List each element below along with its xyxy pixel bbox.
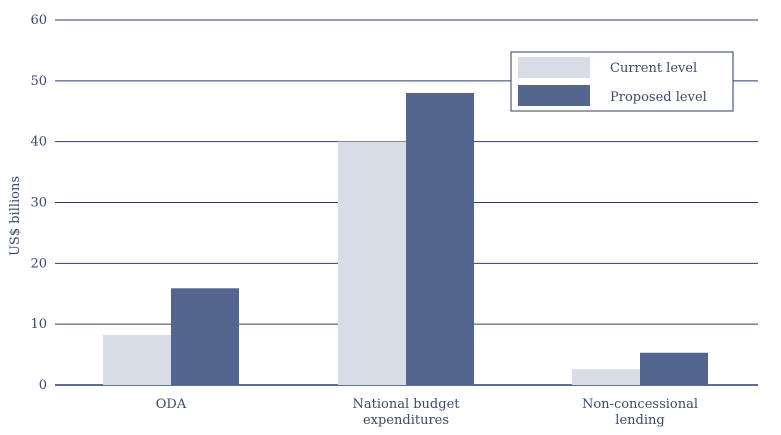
y-tick-label: 40 xyxy=(30,135,47,150)
bar-proposed-2 xyxy=(640,352,708,385)
category-label: National budget xyxy=(352,397,460,412)
y-tick-label: 10 xyxy=(30,317,47,332)
y-tick-labels: 0 10 20 30 40 50 60 xyxy=(30,13,47,393)
bar-current-0 xyxy=(103,335,171,385)
bars xyxy=(103,93,708,385)
y-tick-label: 20 xyxy=(30,256,47,271)
legend: Current level Proposed level xyxy=(510,51,734,112)
category-label: ODA xyxy=(156,397,187,412)
y-tick-label: 50 xyxy=(30,74,47,89)
legend-label-proposed: Proposed level xyxy=(610,90,707,105)
legend-label-current: Current level xyxy=(610,61,697,76)
legend-swatch-current xyxy=(518,57,590,78)
y-tick-label: 0 xyxy=(39,378,47,393)
bar-proposed-0 xyxy=(171,288,239,385)
y-tick-label: 60 xyxy=(30,13,47,28)
y-tick-label: 30 xyxy=(30,196,47,211)
bar-current-1 xyxy=(338,141,406,385)
legend-swatch-proposed xyxy=(518,85,590,106)
bar-current-2 xyxy=(572,369,640,385)
category-label: expenditures xyxy=(363,413,449,428)
y-axis-title: US$ billions xyxy=(8,176,23,256)
category-label: Non-concessional xyxy=(582,397,698,412)
bar-proposed-1 xyxy=(406,93,474,385)
category-label: lending xyxy=(615,413,664,428)
